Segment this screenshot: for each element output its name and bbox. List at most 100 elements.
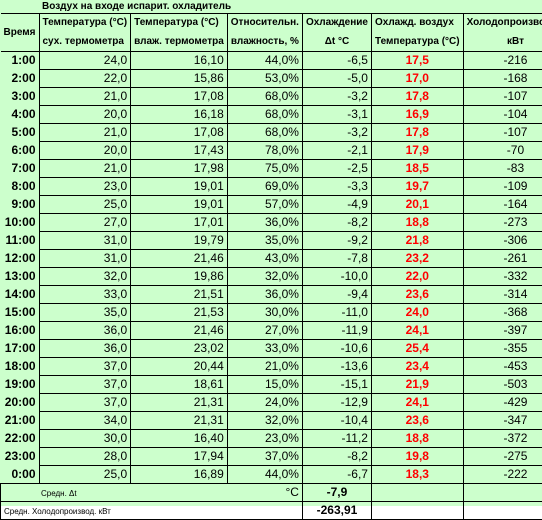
cell-cooled-air-temp: 17,9 (371, 141, 463, 159)
cell-cooling-dt: -3,2 (302, 87, 371, 105)
cell-dry-temp: 21,0 (39, 123, 131, 141)
cell-time: 10:00 (1, 213, 40, 231)
cell-time: 14:00 (1, 285, 40, 303)
cell-wet-temp: 20,44 (131, 357, 228, 375)
header-cool-top: Охлаждение (302, 13, 371, 32)
cell-dry-temp: 36,0 (39, 321, 131, 339)
cell-cooled-air-temp: 24,1 (371, 393, 463, 411)
cell-time: 9:00 (1, 195, 40, 213)
cell-dry-temp: 23,0 (39, 177, 131, 195)
spreadsheet-sheet: Воздух на входе испарит. охладитель Врем… (0, 0, 542, 506)
cell-time: 1:00 (1, 51, 40, 69)
cell-dry-temp: 20,0 (39, 141, 131, 159)
cell-cooling-capacity: -275 (463, 447, 542, 465)
header-cap-bottom: кВт (463, 32, 542, 51)
cell-time: 4:00 (1, 105, 40, 123)
cell-cooling-dt: -11,9 (302, 321, 371, 339)
cell-dry-temp: 37,0 (39, 375, 131, 393)
cell-cooling-dt: -6,7 (302, 465, 371, 483)
cell-cooling-capacity: -368 (463, 303, 542, 321)
cell-cooling-dt: -11,2 (302, 429, 371, 447)
cell-cooling-capacity: -355 (463, 339, 542, 357)
cell-cooled-air-temp: 23,4 (371, 357, 463, 375)
cell-cooling-capacity: -306 (463, 231, 542, 249)
cell-cooled-air-temp: 18,5 (371, 159, 463, 177)
cell-cooled-air-temp: 18,3 (371, 465, 463, 483)
cell-wet-temp: 17,01 (131, 213, 228, 231)
cell-dry-temp: 36,0 (39, 339, 131, 357)
cell-cooling-dt: -3,3 (302, 177, 371, 195)
cell-cooling-dt: -10,6 (302, 339, 371, 357)
cell-cooling-dt: -4,9 (302, 195, 371, 213)
avg-dt-unit: °C (286, 485, 299, 499)
cell-cooled-air-temp: 16,9 (371, 105, 463, 123)
cell-time: 20:00 (1, 393, 40, 411)
cell-dry-temp: 25,0 (39, 195, 131, 213)
cell-rel-humidity: 24,0% (227, 393, 302, 411)
cell-cooling-dt: -8,2 (302, 447, 371, 465)
cell-time: 7:00 (1, 159, 40, 177)
cell-dry-temp: 37,0 (39, 357, 131, 375)
cell-dry-temp: 20,0 (39, 105, 131, 123)
cell-wet-temp: 23,02 (131, 339, 228, 357)
header-wet-top: Температура (°C) (131, 13, 228, 32)
cell-time: 0:00 (1, 465, 40, 483)
cell-cooling-dt: -5,0 (302, 69, 371, 87)
cell-cooling-capacity: -109 (463, 177, 542, 195)
cell-cooling-dt: -7,8 (302, 249, 371, 267)
cell-rel-humidity: 43,0% (227, 249, 302, 267)
header-time: Время (1, 13, 40, 51)
cell-wet-temp: 17,08 (131, 87, 228, 105)
cell-dry-temp: 35,0 (39, 303, 131, 321)
cell-time: 16:00 (1, 321, 40, 339)
cell-time: 2:00 (1, 69, 40, 87)
cell-time: 8:00 (1, 177, 40, 195)
cell-cooled-air-temp: 21,9 (371, 375, 463, 393)
cell-cooled-air-temp: 18,8 (371, 429, 463, 447)
cell-rel-humidity: 57,0% (227, 195, 302, 213)
header-air-top: Охлажд. воздух (371, 13, 463, 32)
cell-time: 6:00 (1, 141, 40, 159)
cell-wet-temp: 17,08 (131, 123, 228, 141)
cell-time: 23:00 (1, 447, 40, 465)
cell-rel-humidity: 68,0% (227, 87, 302, 105)
cell-cooling-dt: -9,2 (302, 231, 371, 249)
cell-rel-humidity: 33,0% (227, 339, 302, 357)
cell-cooling-capacity: -107 (463, 87, 542, 105)
cell-time: 21:00 (1, 411, 40, 429)
cell-rel-humidity: 27,0% (227, 321, 302, 339)
cell-rel-humidity: 44,0% (227, 51, 302, 69)
cell-dry-temp: 28,0 (39, 447, 131, 465)
cell-cooled-air-temp: 24,0 (371, 303, 463, 321)
header-dry-top: Температура (°C) (39, 13, 131, 32)
cell-cooled-air-temp: 23,6 (371, 285, 463, 303)
cell-cooling-capacity: -453 (463, 357, 542, 375)
cell-wet-temp: 19,01 (131, 195, 228, 213)
cell-dry-temp: 31,0 (39, 231, 131, 249)
header-rh-top: Относительн. (227, 13, 302, 32)
avg-dt-value: -7,9 (302, 483, 371, 501)
header-wet-bottom: влаж. термометра (131, 32, 228, 51)
cell-dry-temp: 21,0 (39, 159, 131, 177)
cell-rel-humidity: 15,0% (227, 375, 302, 393)
header-rh-bottom: влажность, % (227, 32, 302, 51)
cell-wet-temp: 16,10 (131, 51, 228, 69)
cell-cooled-air-temp: 21,8 (371, 231, 463, 249)
cell-rel-humidity: 78,0% (227, 141, 302, 159)
cell-cooling-capacity: -347 (463, 411, 542, 429)
cell-wet-temp: 21,46 (131, 249, 228, 267)
cell-wet-temp: 21,31 (131, 411, 228, 429)
